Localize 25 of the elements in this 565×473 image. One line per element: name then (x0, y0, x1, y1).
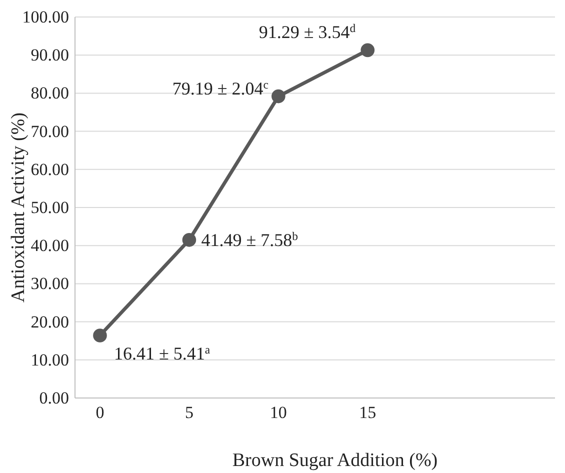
y-tick-label: 60.00 (30, 160, 69, 179)
data-label: 91.29 ± 3.54$^{d}$ (258, 22, 356, 42)
y-tick-label: 20.00 (30, 312, 69, 332)
y-tick-label: 90.00 (30, 46, 69, 65)
data-label: 41.49 ± 7.58$^{b}$ (201, 229, 298, 250)
y-tick-label: 80.00 (30, 84, 69, 103)
x-tick-label: 0 (96, 403, 104, 422)
x-axis-title: Brown Sugar Addition (%) (232, 450, 438, 471)
y-tick-label: 50.00 (30, 198, 69, 217)
point (93, 328, 107, 342)
x-tick-label: 10 (270, 403, 287, 422)
y-tick-label: 70.00 (30, 122, 69, 141)
y-tick-label: 100.00 (22, 7, 69, 26)
x-tick-label: 15 (359, 403, 376, 422)
point (182, 233, 196, 247)
point (360, 43, 375, 58)
data-label: 79.19 ± 2.04$^{c}$ (172, 78, 268, 98)
y-tick-label: 0.00 (39, 388, 69, 408)
data-label: 16.41 ± 5.41$^{a}$ (114, 342, 211, 364)
y-tick-label: 40.00 (30, 236, 69, 256)
y-tick-label: 10.00 (30, 350, 69, 370)
x-tick-label: 5 (184, 403, 194, 422)
y-tick-label: 30.00 (30, 274, 69, 294)
point (272, 89, 286, 104)
y-axis-title: Antioxidant Activity (%) (8, 112, 29, 302)
